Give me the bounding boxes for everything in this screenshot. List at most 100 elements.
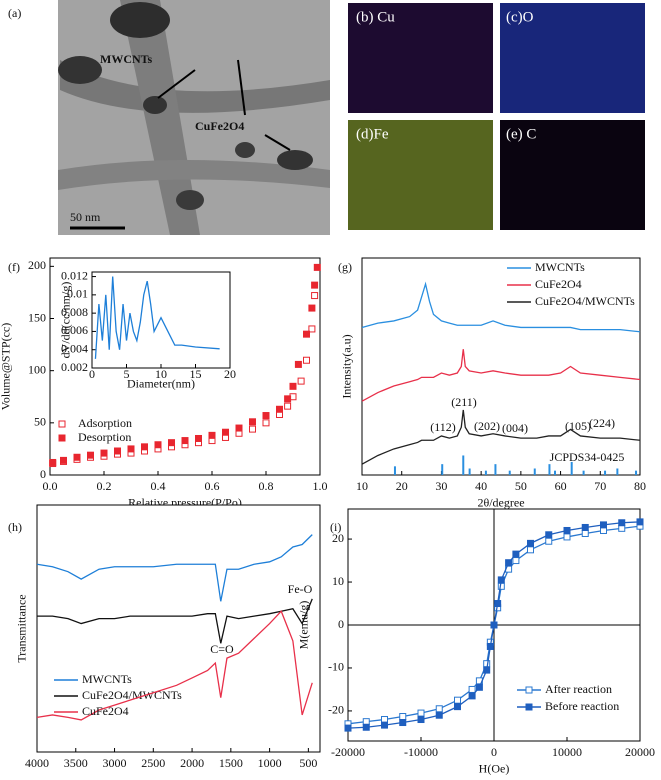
legend-marker xyxy=(525,703,533,711)
x-tick-label: 0.2 xyxy=(97,479,112,493)
marker xyxy=(262,412,270,420)
marker xyxy=(249,418,256,426)
x-axis-title: H(Oe) xyxy=(479,762,510,775)
map-label: (c)O xyxy=(506,9,534,25)
legend-marker xyxy=(525,686,533,694)
series-line xyxy=(36,534,313,602)
panel-label: (g) xyxy=(338,260,352,274)
marker xyxy=(563,533,571,541)
x-tick-label: 20000 xyxy=(625,745,655,759)
map-c xyxy=(500,120,645,230)
x-tick-label: 70 xyxy=(594,479,606,493)
marker xyxy=(284,395,292,403)
x-tick-label: 80 xyxy=(634,479,646,493)
x-tick-label: 1500 xyxy=(219,756,243,770)
marker xyxy=(297,377,305,385)
annotation: Fe-O xyxy=(288,582,313,596)
series-line xyxy=(94,276,220,359)
marker xyxy=(636,518,644,526)
series-line xyxy=(361,281,641,333)
map-cu xyxy=(348,3,493,113)
annotation: (112) xyxy=(430,420,456,434)
x-tick-label: 0 xyxy=(89,367,95,381)
marker xyxy=(454,703,461,711)
x-axis-title: 2θ/degree xyxy=(477,496,524,510)
y-tick-label: 0.002 xyxy=(61,360,88,374)
annotation: MWCNTs xyxy=(100,52,153,66)
map-label: (d)Fe xyxy=(356,126,389,142)
marker xyxy=(181,437,189,445)
x-tick-label: 50 xyxy=(515,479,527,493)
x-tick-label: 0 xyxy=(491,745,497,759)
annotation: (004) xyxy=(502,421,528,435)
x-tick-label: 15 xyxy=(190,367,202,381)
marker xyxy=(618,519,626,527)
reference-label: JCPDS34-0425 xyxy=(550,450,625,464)
marker xyxy=(483,666,491,674)
y-tick-label: 20 xyxy=(332,531,344,545)
panel-label: (f) xyxy=(8,260,20,274)
x-tick-label: 2000 xyxy=(180,756,204,770)
x-tick-label: 500 xyxy=(299,756,317,770)
y-tick-label: 150 xyxy=(28,310,46,324)
series-line xyxy=(361,409,641,465)
x-tick-label: 0.0 xyxy=(43,479,58,493)
marker xyxy=(454,696,461,704)
marker xyxy=(235,424,243,432)
marker xyxy=(545,537,553,545)
marker xyxy=(417,709,425,717)
series-line xyxy=(361,349,641,402)
plot-frame xyxy=(36,504,321,753)
marker xyxy=(600,521,607,529)
marker xyxy=(262,419,270,427)
marker xyxy=(303,330,310,338)
panel-label: (i) xyxy=(330,520,341,534)
y-axis-title: Intensity(a.u) xyxy=(339,334,353,398)
x-tick-label: 0.8 xyxy=(259,479,274,493)
x-tick-label: 20 xyxy=(224,367,236,381)
x-tick-label: 60 xyxy=(555,479,567,493)
annotation: (224) xyxy=(589,416,615,430)
marker xyxy=(490,621,498,629)
marker xyxy=(313,263,321,271)
legend-label: MWCNTs xyxy=(535,260,585,274)
marker xyxy=(222,428,229,436)
x-tick-label: -10000 xyxy=(404,745,438,759)
legend-label: Adsorption xyxy=(78,416,132,430)
legend-label: CuFe2O4 xyxy=(82,704,129,718)
y-tick-label: 10 xyxy=(332,574,344,588)
marker xyxy=(512,550,520,558)
marker xyxy=(581,523,589,531)
marker xyxy=(100,449,108,457)
marker xyxy=(527,546,534,554)
plot-frame xyxy=(361,257,641,476)
x-tick-label: 20 xyxy=(396,479,408,493)
x-tick-label: 4000 xyxy=(25,756,49,770)
marker xyxy=(276,405,283,413)
annotation: (202) xyxy=(474,419,500,433)
y-tick-label: 50 xyxy=(34,415,46,429)
scale-bar-label: 50 nm xyxy=(70,210,101,224)
x-tick-label: 0.4 xyxy=(151,479,166,493)
x-tick-label: 10 xyxy=(155,367,167,381)
annotation: (211) xyxy=(451,395,477,409)
marker xyxy=(475,683,483,691)
marker xyxy=(284,402,292,410)
x-tick-label: 5 xyxy=(124,367,130,381)
map-o xyxy=(500,3,645,113)
marker xyxy=(468,692,476,700)
y-axis-title: Transmittance xyxy=(14,594,28,662)
x-tick-label: 0.6 xyxy=(205,479,220,493)
panel-label: (a) xyxy=(8,6,21,20)
marker xyxy=(127,445,135,453)
marker xyxy=(545,531,553,539)
marker xyxy=(468,685,476,693)
marker xyxy=(308,304,316,312)
marker xyxy=(87,451,94,459)
marker xyxy=(311,281,319,289)
marker xyxy=(294,360,302,368)
y-tick-label: 100 xyxy=(28,362,46,376)
legend-label: Before reaction xyxy=(545,699,619,713)
panel-label: (h) xyxy=(8,520,22,534)
